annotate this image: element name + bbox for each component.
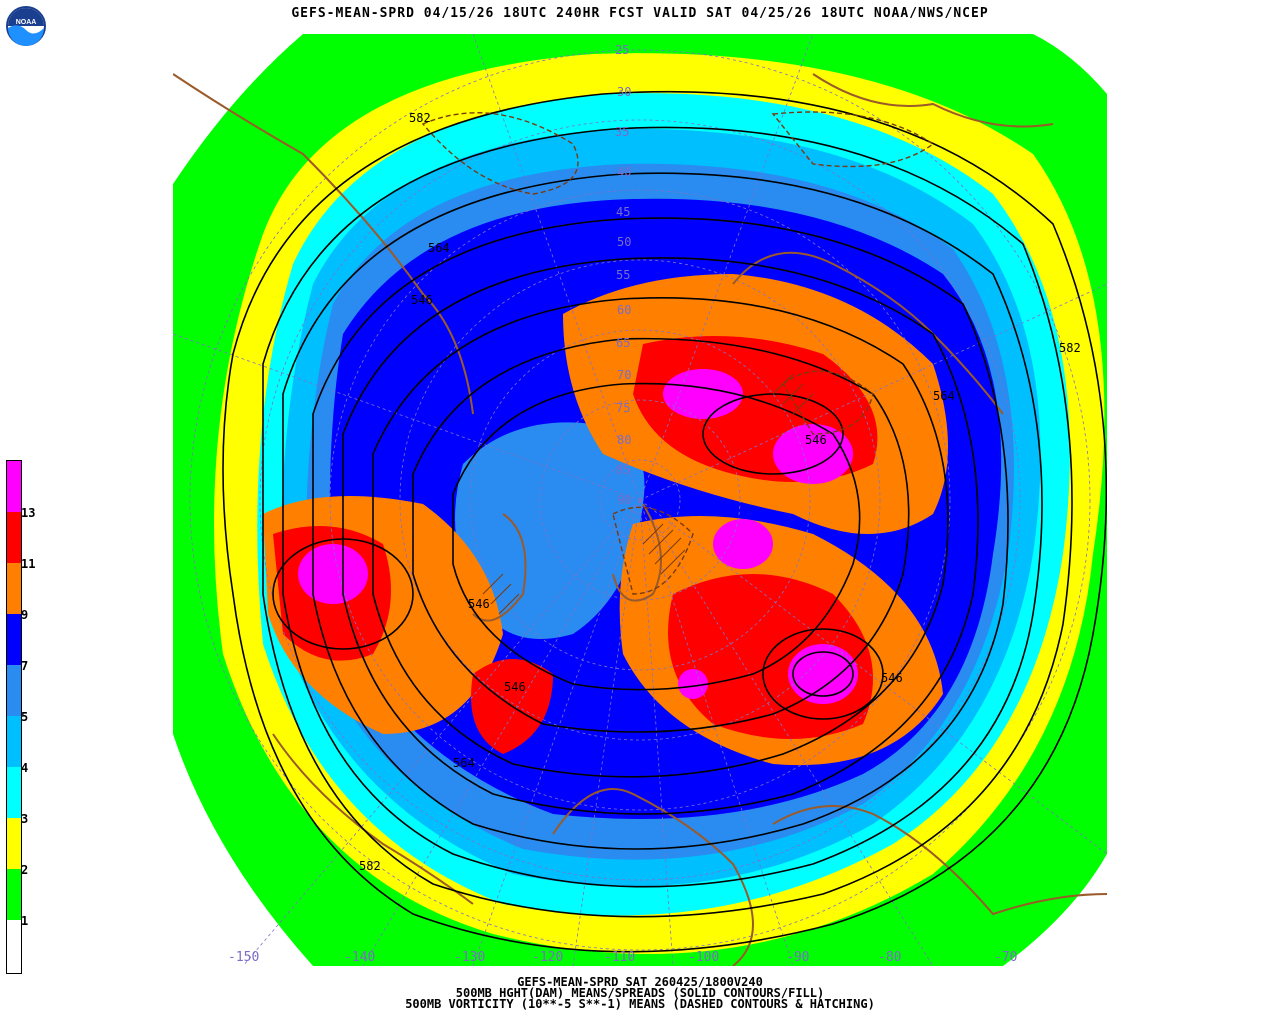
spread-band-13-b (663, 369, 743, 419)
lon-label: -150 (228, 950, 260, 965)
contour-label: 546 (504, 680, 526, 694)
contour-label: 546 (805, 433, 827, 447)
legend-label: 1 (21, 914, 29, 928)
lat-label: 45 (616, 205, 630, 219)
legend-swatch (7, 461, 21, 512)
legend-swatch (7, 767, 21, 818)
lat-label: 50 (617, 235, 631, 249)
legend-label: 3 (21, 812, 29, 826)
height-contours (222, 90, 1107, 953)
spread-band-0-sw (173, 734, 313, 966)
lon-label: -100 (688, 950, 720, 965)
lon-label: -140 (344, 950, 376, 965)
spread-band-13-e (788, 644, 858, 704)
lat-label: 35 (615, 125, 629, 139)
contour-label: 546 (411, 293, 433, 307)
contour-label: 546 (468, 597, 490, 611)
color-legend (6, 460, 22, 974)
spread-map-canvas: 582 564 546 546 582 564 546 546 564 546 … (173, 34, 1107, 966)
spread-band-13-f (678, 669, 708, 699)
lat-label: 40 (617, 165, 631, 179)
spread-band-0-ne (1033, 34, 1107, 94)
spread-band-13-d (713, 519, 773, 569)
lon-label: -110 (604, 950, 636, 965)
legend-label: 9 (21, 608, 29, 622)
spread-band-13-c (773, 424, 853, 484)
lat-label: 25 (615, 43, 629, 57)
noaa-logo: NOAA (6, 6, 46, 46)
latitude-label-group: 25 30 35 40 45 50 55 60 65 70 75 80 85 9… (615, 43, 631, 507)
spread-band-13-a (298, 544, 368, 604)
lon-label: -80 (878, 950, 902, 965)
lon-label: -90 (786, 950, 810, 965)
contour-label: 564 (933, 389, 955, 403)
legend-swatch (7, 614, 21, 665)
spread-band-0-nw (173, 34, 303, 184)
lon-label: -120 (532, 950, 564, 965)
lat-label: 75 (616, 401, 630, 415)
vorticity-contours (421, 111, 935, 595)
chart-title: GEFS-MEAN-SPRD 04/15/26 18UTC 240HR FCST… (291, 6, 989, 21)
legend-swatch (7, 869, 21, 920)
contour-label: 582 (359, 859, 381, 873)
legend-label: 13 (21, 506, 36, 520)
vorticity-hatching (482, 373, 814, 615)
forecast-map: 582 564 546 546 582 564 546 546 564 546 … (173, 34, 1107, 966)
legend-label: 11 (21, 557, 36, 571)
legend-swatch (7, 920, 21, 971)
latlon-grid (173, 34, 1107, 966)
spread-band-0-se (1003, 854, 1107, 966)
footer-line-1: GEFS-MEAN-SPRD SAT 260425/1800V240 (517, 975, 763, 989)
lat-label: 70 (617, 368, 631, 382)
contour-label-group: 582 564 546 546 582 564 546 546 564 546 … (359, 111, 1081, 873)
lon-label: -130 (454, 950, 486, 965)
legend-label: 7 (21, 659, 29, 673)
footer-line-3: 500MB VORTICITY (10**-5 S**-1) MEANS (DA… (405, 997, 875, 1011)
legend-swatch (7, 665, 21, 716)
contour-label: 564 (453, 756, 475, 770)
svg-text:NOAA: NOAA (16, 19, 37, 26)
lat-label: 80 (617, 433, 631, 447)
legend-swatch (7, 818, 21, 869)
contour-label: 582 (409, 111, 431, 125)
legend-label: 5 (21, 710, 29, 724)
contour-label: 546 (881, 671, 903, 685)
legend-label: 4 (21, 761, 29, 775)
contour-label: 582 (1059, 341, 1081, 355)
legend-swatch (7, 512, 21, 563)
footer-line-2: 500MB HGHT(DAM) MEANS/SPREADS (SOLID CON… (455, 986, 825, 1000)
legend-label: 2 (21, 863, 29, 877)
lat-label: 60 (617, 303, 631, 317)
legend-swatch (7, 716, 21, 767)
lat-label: 65 (616, 336, 630, 350)
lat-label: 55 (616, 268, 630, 282)
coastlines (173, 73, 1107, 966)
lat-label: 30 (617, 85, 631, 99)
contour-label: 564 (428, 241, 450, 255)
lat-label: 85 (616, 463, 630, 477)
spread-pole-area (455, 422, 645, 639)
lat-label: 90 (617, 493, 631, 507)
legend-swatch (7, 563, 21, 614)
lon-label: -70 (994, 950, 1018, 965)
